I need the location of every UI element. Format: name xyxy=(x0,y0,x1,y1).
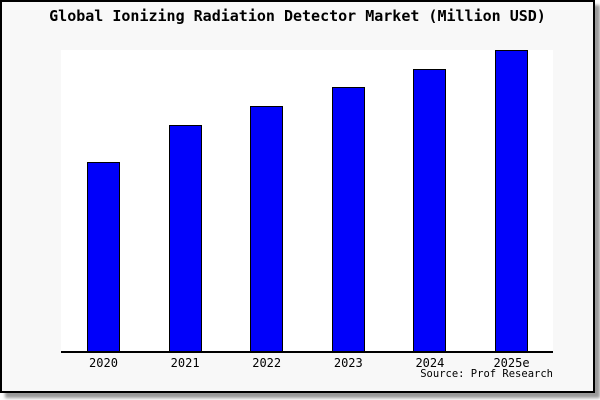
x-tick-label-2025e: 2025e xyxy=(493,356,530,370)
chart-frame: Global Ionizing Radiation Detector Marke… xyxy=(0,0,595,393)
bar-2021 xyxy=(168,124,202,351)
bar-2023 xyxy=(331,86,365,351)
x-tick-label-2023: 2023 xyxy=(333,356,363,370)
bar-2020 xyxy=(87,162,120,351)
x-tick-label-2024: 2024 xyxy=(415,356,445,370)
x-tick-label-2022: 2022 xyxy=(252,356,282,370)
bar-2024 xyxy=(413,68,447,351)
bar-2022 xyxy=(250,105,284,351)
bar-2025e xyxy=(495,50,528,351)
source-note: Source: Prof Research xyxy=(420,368,553,380)
plot-area xyxy=(61,50,553,353)
x-tick-label-2020: 2020 xyxy=(89,356,118,370)
x-tick-label-2021: 2021 xyxy=(170,356,200,370)
chart-title: Global Ionizing Radiation Detector Marke… xyxy=(49,7,546,25)
